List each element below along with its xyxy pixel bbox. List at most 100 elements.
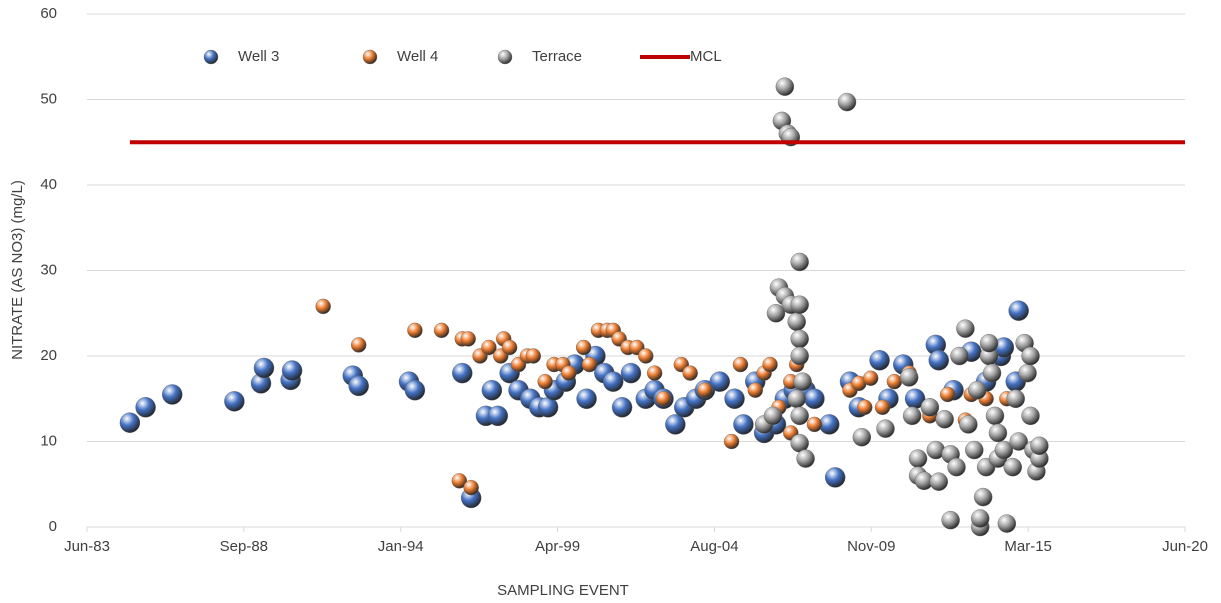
point xyxy=(973,487,993,507)
point xyxy=(481,380,503,401)
point xyxy=(747,382,763,398)
point xyxy=(1021,406,1040,426)
y-tick-label: 50 xyxy=(40,90,57,107)
point xyxy=(561,365,577,381)
point xyxy=(407,322,423,339)
point xyxy=(350,337,367,353)
x-tick-label: Jun-83 xyxy=(64,538,110,555)
point xyxy=(796,449,815,468)
point xyxy=(790,295,809,314)
y-tick-label: 30 xyxy=(40,261,57,278)
point xyxy=(724,388,745,409)
point xyxy=(733,414,754,435)
point xyxy=(404,380,426,401)
point xyxy=(135,397,156,418)
point xyxy=(611,397,633,418)
point xyxy=(665,414,686,435)
point xyxy=(1008,300,1029,321)
point xyxy=(804,388,825,409)
point xyxy=(655,391,672,407)
point xyxy=(732,356,749,373)
point xyxy=(941,510,960,530)
point xyxy=(950,346,969,366)
point xyxy=(790,406,809,426)
point xyxy=(763,406,783,426)
legend-marker xyxy=(497,49,513,65)
point xyxy=(857,399,873,415)
point xyxy=(620,362,642,384)
point xyxy=(920,398,940,417)
point xyxy=(723,433,740,450)
point xyxy=(824,467,846,488)
point xyxy=(982,363,1002,383)
point xyxy=(1003,457,1022,477)
point xyxy=(1030,436,1049,455)
point xyxy=(988,423,1008,443)
point xyxy=(576,388,597,409)
point xyxy=(460,331,476,347)
point xyxy=(787,389,806,408)
x-axis-title: SAMPLING EVENT xyxy=(497,582,629,599)
point xyxy=(852,428,872,447)
point xyxy=(537,373,553,390)
point xyxy=(1018,363,1037,383)
point xyxy=(837,92,857,112)
point xyxy=(908,449,928,468)
point xyxy=(935,410,954,429)
y-tick-label: 10 xyxy=(40,432,57,449)
point xyxy=(874,399,891,415)
point xyxy=(646,365,663,381)
point xyxy=(876,419,895,438)
point xyxy=(956,319,975,338)
legend-label: Well 4 xyxy=(397,48,438,65)
point xyxy=(1021,346,1040,366)
y-axis-title: NITRATE (AS NO3) (mg/L) xyxy=(9,180,26,360)
point xyxy=(790,346,809,366)
point xyxy=(224,391,245,412)
x-tick-label: Jun-20 xyxy=(1162,538,1208,555)
x-tick-label: Apr-99 xyxy=(535,538,580,555)
point xyxy=(862,370,879,386)
point xyxy=(929,472,948,491)
point xyxy=(970,509,990,528)
point xyxy=(119,412,141,433)
legend-label: Well 3 xyxy=(238,48,279,65)
point xyxy=(1009,432,1028,451)
point xyxy=(501,339,518,356)
point xyxy=(575,339,592,356)
point xyxy=(638,348,654,364)
legend-marker xyxy=(203,49,219,65)
y-tick-label: 60 xyxy=(40,5,57,22)
point xyxy=(709,371,730,392)
x-tick-label: Sep-88 xyxy=(220,538,268,555)
point xyxy=(790,329,809,349)
legend-label: Terrace xyxy=(532,48,582,65)
point xyxy=(603,371,624,392)
point xyxy=(985,406,1005,426)
point xyxy=(525,348,542,364)
y-tick-label: 0 xyxy=(49,518,57,535)
point xyxy=(968,381,987,400)
point xyxy=(790,252,809,272)
point xyxy=(787,312,806,331)
point xyxy=(281,360,303,381)
point xyxy=(886,373,903,390)
point xyxy=(793,372,812,391)
point xyxy=(994,440,1014,460)
point xyxy=(253,357,275,379)
point xyxy=(775,77,795,96)
point xyxy=(899,368,919,387)
point xyxy=(348,375,369,397)
point xyxy=(806,416,823,433)
point xyxy=(697,382,713,398)
point xyxy=(869,350,890,371)
point xyxy=(452,362,473,384)
legend-label: MCL xyxy=(690,48,722,65)
x-tick-label: Aug-04 xyxy=(690,538,738,555)
point xyxy=(959,415,978,434)
point xyxy=(463,479,479,496)
point xyxy=(451,473,468,489)
point xyxy=(315,298,331,315)
x-tick-label: Mar-15 xyxy=(1004,538,1052,555)
